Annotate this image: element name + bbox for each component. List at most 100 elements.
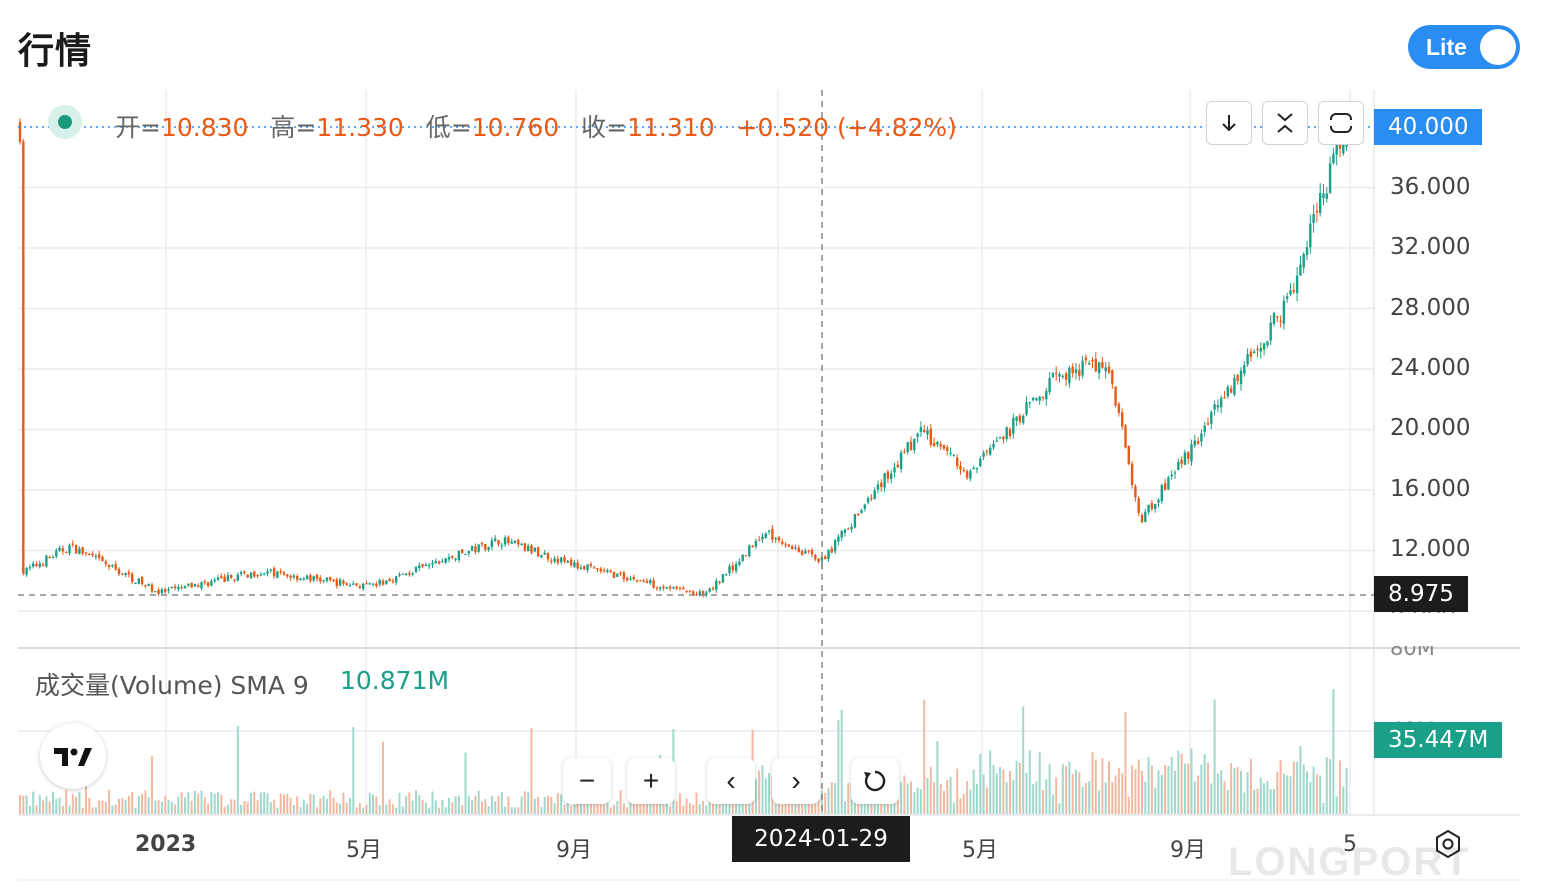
candle: [335, 579, 338, 586]
candle: [715, 580, 718, 590]
candle: [962, 469, 965, 471]
candle: [886, 471, 890, 479]
scroll-right-button[interactable]: ›: [772, 758, 820, 804]
candle: [781, 541, 784, 544]
candle: [896, 464, 899, 468]
volume-bar: [467, 795, 470, 814]
candle: [1130, 463, 1134, 486]
volume-bar: [1243, 792, 1246, 814]
candle: [365, 583, 368, 585]
download-button[interactable]: [1206, 101, 1252, 145]
time-label: 5月: [962, 838, 998, 863]
lite-toggle[interactable]: Lite: [1408, 25, 1520, 69]
volume-bar: [1315, 774, 1318, 814]
candle: [74, 544, 78, 554]
last-price-tag: 40.000: [1374, 109, 1483, 145]
candle: [1338, 142, 1342, 149]
volume-bar: [497, 795, 500, 814]
candle: [322, 580, 325, 582]
zoom-out-button[interactable]: −: [563, 758, 611, 804]
candle: [1081, 360, 1084, 376]
candle: [131, 573, 134, 583]
volume-bar: [910, 781, 912, 814]
volume-bar: [490, 795, 493, 814]
candle: [239, 572, 243, 574]
candle: [1127, 445, 1130, 465]
volume-bar: [38, 794, 41, 814]
volume-bar: [735, 799, 738, 814]
candle: [995, 440, 998, 442]
candle: [1236, 374, 1239, 382]
volume-bar: [118, 798, 120, 814]
candle: [1160, 485, 1163, 502]
volume-bar: [1306, 771, 1308, 814]
volume-bar: [276, 807, 279, 814]
candle: [398, 574, 401, 576]
candle: [404, 573, 408, 575]
reset-button[interactable]: [851, 758, 899, 804]
candle: [470, 545, 474, 551]
candle: [1322, 193, 1325, 199]
candle: [358, 586, 362, 589]
volume-bar: [949, 776, 952, 814]
candle: [837, 536, 840, 542]
candle: [857, 513, 860, 515]
candle: [553, 558, 556, 562]
candle: [1094, 358, 1097, 372]
candle: [744, 555, 748, 557]
volume-bar: [220, 795, 223, 814]
volume-indicator-title: 成交量(Volume) SMA 9: [35, 671, 309, 700]
volume-bar: [484, 799, 487, 814]
candle: [68, 545, 71, 554]
collapse-button[interactable]: [1262, 101, 1308, 145]
candle: [325, 577, 329, 581]
candle: [880, 482, 883, 488]
volume-bar: [1180, 753, 1183, 814]
volume-bar: [540, 807, 543, 814]
tradingview-logo[interactable]: [40, 723, 106, 789]
candle: [45, 555, 48, 567]
volume-bar: [1042, 790, 1044, 814]
zoom-in-button[interactable]: +: [627, 758, 675, 804]
scroll-left-button[interactable]: ‹: [707, 758, 755, 804]
fullscreen-button[interactable]: [1318, 101, 1364, 145]
candle: [1193, 440, 1196, 446]
chart-settings-button[interactable]: [1432, 828, 1464, 865]
volume-bar: [114, 804, 117, 814]
candle: [1173, 472, 1177, 474]
candle: [1295, 275, 1299, 294]
volume-bar: [1319, 775, 1322, 814]
candle: [1262, 343, 1266, 350]
candle: [1203, 425, 1206, 432]
volume-bar: [774, 803, 777, 814]
candle: [236, 574, 239, 581]
volume-bar: [233, 799, 236, 814]
candle: [579, 567, 583, 570]
candle: [259, 574, 263, 576]
volume-bar: [273, 799, 276, 814]
volume-bar: [154, 800, 157, 814]
candle: [797, 547, 800, 553]
volume-bar: [632, 799, 635, 814]
volume-bar: [157, 800, 160, 814]
time-label: 9月: [1170, 838, 1206, 863]
volume-bar: [1256, 788, 1259, 814]
candle: [642, 580, 645, 582]
volume-bar: [22, 795, 25, 814]
volume-bar: [1216, 773, 1219, 814]
candle: [368, 583, 371, 585]
volume-bar: [1226, 790, 1229, 814]
candle: [649, 580, 652, 584]
volume-bar: [101, 800, 104, 814]
candle: [25, 568, 28, 575]
volume-bar: [312, 794, 315, 814]
volume-bar: [801, 795, 804, 814]
candle: [652, 580, 655, 588]
candle: [777, 537, 781, 541]
volume-bar: [401, 806, 404, 814]
candle: [266, 571, 269, 574]
candle: [1213, 404, 1216, 410]
candle: [1196, 441, 1200, 444]
candle: [1282, 300, 1286, 324]
volume-bar: [563, 804, 566, 814]
